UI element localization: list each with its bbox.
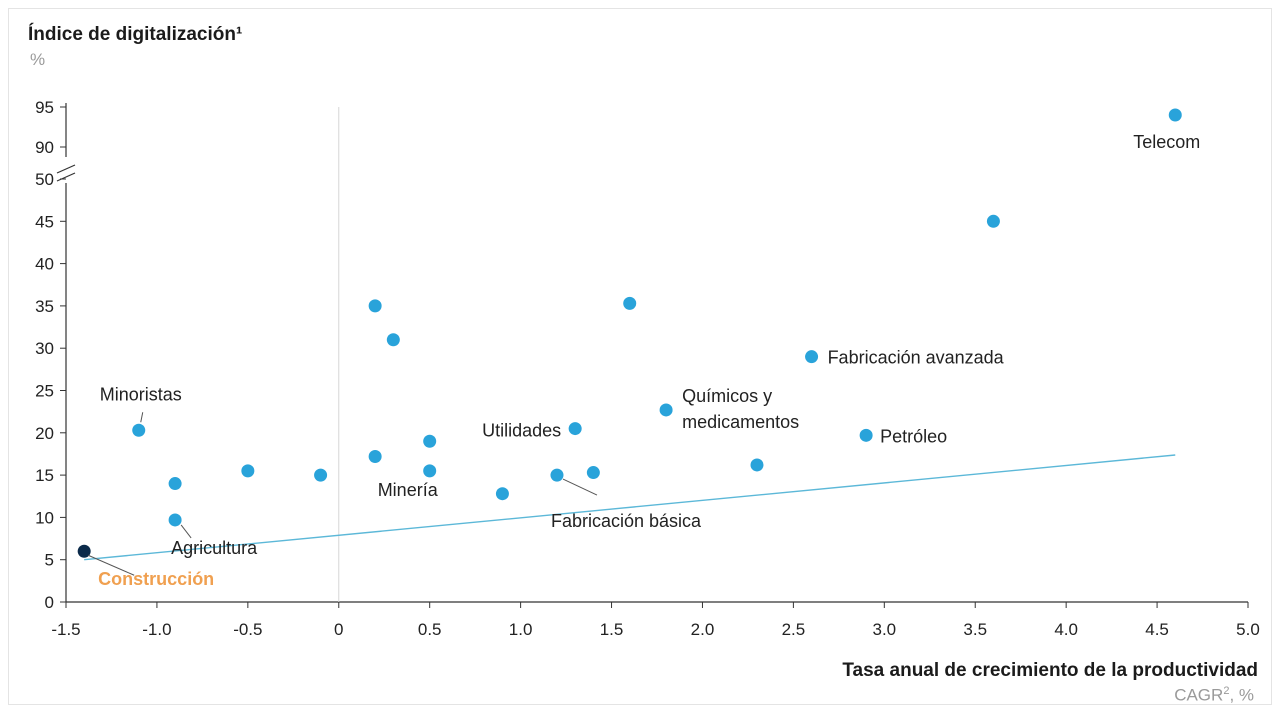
x-axis-unit: CAGR2, % <box>1174 685 1254 706</box>
label-leader-line <box>140 412 144 423</box>
x-tick-label: 0.5 <box>418 620 442 639</box>
data-point <box>368 299 382 313</box>
x-tick-label: 0 <box>334 620 343 639</box>
y-tick-label: 30 <box>35 339 54 358</box>
data-point <box>586 466 600 480</box>
x-unit-suffix: , % <box>1229 685 1254 705</box>
y-tick-label: 20 <box>35 424 54 443</box>
data-point <box>550 468 564 482</box>
data-point <box>168 477 182 491</box>
highlight-data-point <box>77 544 91 558</box>
point-label: Telecom <box>1133 132 1200 152</box>
x-tick-label: 3.0 <box>872 620 896 639</box>
data-point <box>168 513 182 527</box>
y-tick-label: 10 <box>35 508 54 527</box>
data-point <box>423 464 437 478</box>
data-point <box>241 464 255 478</box>
label-leader-line <box>562 478 598 496</box>
data-point <box>368 449 382 463</box>
trend-line <box>84 454 1176 561</box>
x-tick-label: 1.5 <box>600 620 624 639</box>
data-point <box>386 333 400 347</box>
point-label: Petróleo <box>880 426 947 446</box>
data-point <box>568 422 582 436</box>
chart-frame <box>8 8 1272 705</box>
y-tick-label: 5 <box>45 551 54 570</box>
x-tick-label: 2.5 <box>782 620 806 639</box>
data-point <box>1168 108 1182 122</box>
data-point <box>495 487 509 501</box>
x-tick-label: 4.5 <box>1145 620 1169 639</box>
point-label: Agricultura <box>171 538 258 558</box>
x-axis-title: Tasa anual de crecimiento de la producti… <box>842 660 1258 681</box>
y-tick-label: 95 <box>35 98 54 117</box>
y-tick-label: 0 <box>45 593 54 612</box>
data-point <box>859 428 873 442</box>
highlight-point-label: Construcción <box>98 569 214 589</box>
data-point <box>805 350 819 364</box>
y-axis-unit: % <box>30 50 46 69</box>
axis-break-mark <box>56 172 76 182</box>
x-tick-label: 3.5 <box>963 620 987 639</box>
point-label: Minoristas <box>100 384 182 404</box>
x-tick-label: 2.0 <box>691 620 715 639</box>
y-tick-label: 50 <box>35 170 54 189</box>
x-tick-label: -1.5 <box>51 620 80 639</box>
data-point <box>132 423 146 437</box>
point-label: medicamentos <box>682 412 799 432</box>
y-tick-label: 35 <box>35 297 54 316</box>
data-point <box>423 434 437 448</box>
x-tick-label: -1.0 <box>142 620 171 639</box>
x-tick-label: 5.0 <box>1236 620 1260 639</box>
data-point <box>623 296 637 310</box>
y-tick-label: 25 <box>35 382 54 401</box>
y-tick-label: 90 <box>35 138 54 157</box>
point-label: Minería <box>378 480 439 500</box>
x-unit-prefix: CAGR <box>1174 685 1224 705</box>
y-tick-label: 40 <box>35 255 54 274</box>
data-point <box>659 403 673 417</box>
x-tick-label: -0.5 <box>233 620 262 639</box>
point-label: Utilidades <box>482 421 561 441</box>
data-point <box>314 468 328 482</box>
point-label: Fabricación avanzada <box>828 348 1005 368</box>
x-tick-label: 4.0 <box>1054 620 1078 639</box>
x-unit-sup: 2 <box>1223 685 1230 697</box>
y-tick-label: 15 <box>35 466 54 485</box>
y-tick-label: 45 <box>35 212 54 231</box>
data-point <box>986 214 1000 228</box>
point-label: Fabricación básica <box>551 511 702 531</box>
label-leader-line <box>180 524 192 539</box>
x-tick-label: 1.0 <box>509 620 533 639</box>
label-leader-line <box>87 554 135 576</box>
axis-break-mark <box>56 164 76 174</box>
point-label: Químicos y <box>682 386 772 406</box>
chart-title: Índice de digitalización¹ <box>28 24 243 45</box>
data-point <box>750 458 764 472</box>
